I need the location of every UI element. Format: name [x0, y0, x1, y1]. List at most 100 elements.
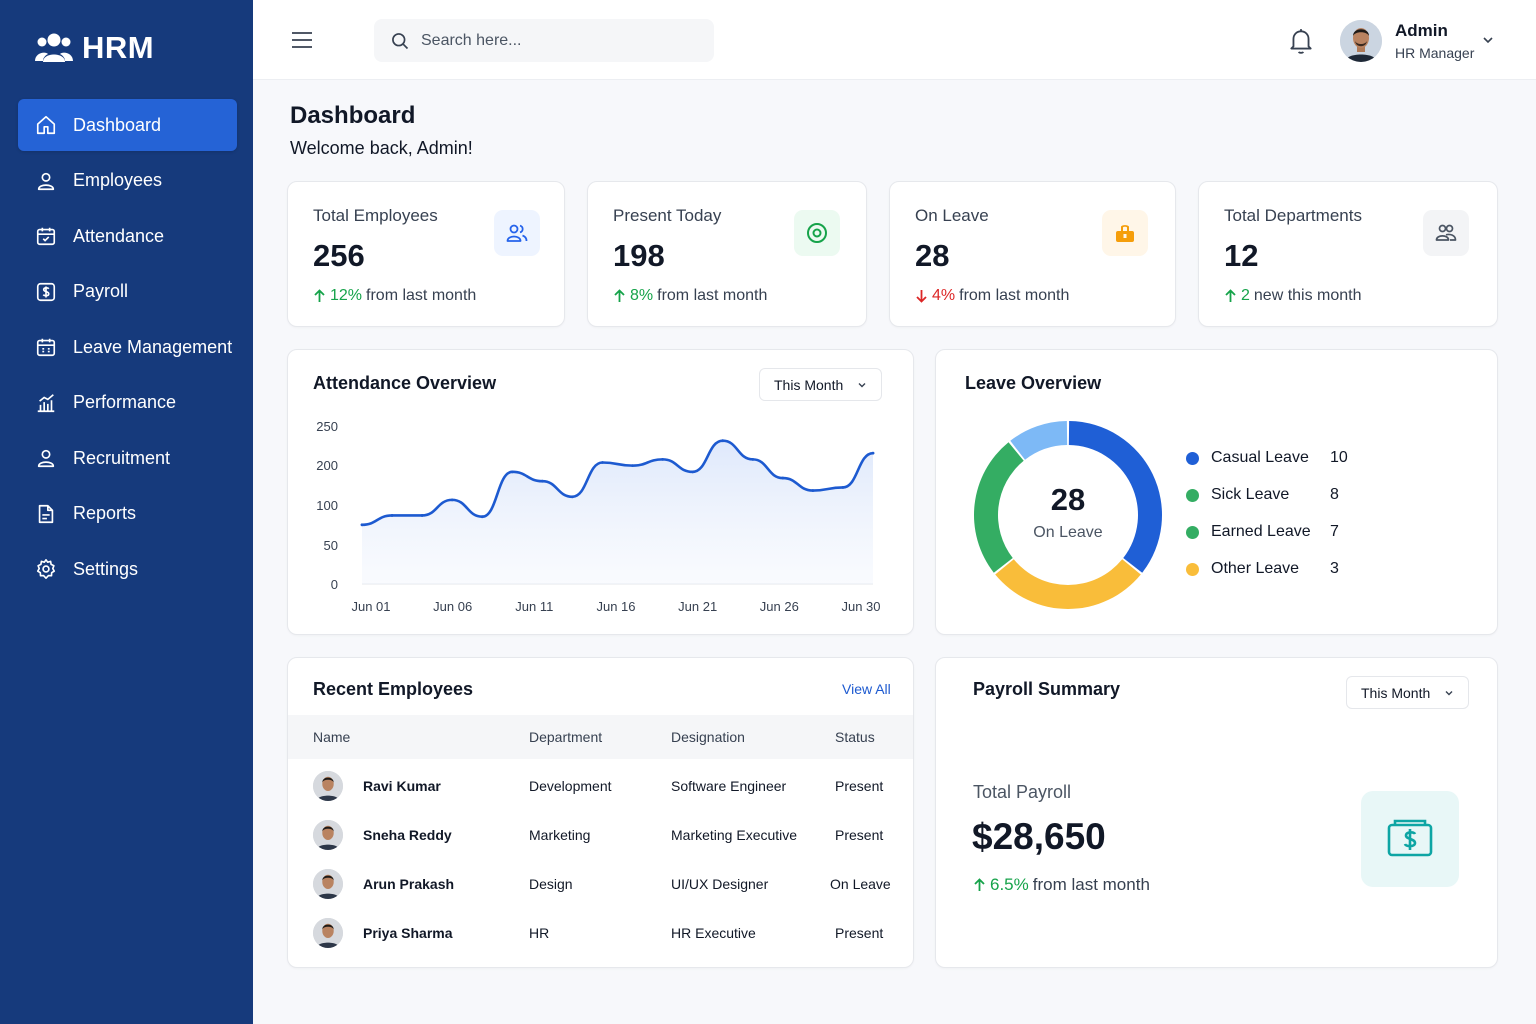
data-point [871, 451, 875, 455]
donut-slice-sick-leave[interactable] [995, 559, 1141, 609]
stat-label: Total Departments [1224, 206, 1362, 225]
column-header-designation[interactable]: Designation [671, 729, 745, 745]
x-tick-label: Jun 01 [351, 599, 390, 614]
search-box [374, 19, 714, 62]
users-icon [506, 224, 528, 242]
data-point [781, 476, 785, 480]
legend-item-earned-leave[interactable]: Earned Leave 7 [1186, 523, 1350, 541]
user-name: Admin [1395, 21, 1448, 40]
legend-item-other-leave[interactable]: Other Leave 3 [1186, 560, 1350, 578]
chevron-down-icon [1445, 690, 1453, 695]
page-title: Dashboard [290, 102, 416, 129]
sidebar-item-leave-management[interactable]: Leave Management [18, 321, 237, 373]
user-avatar-icon [313, 771, 343, 801]
data-point [631, 464, 634, 468]
table-row[interactable]: Ravi Kumar Development Software Engineer… [288, 761, 913, 810]
view-all-link[interactable]: View All [842, 681, 891, 697]
table-row[interactable]: Sneha Reddy Marketing Marketing Executiv… [288, 810, 913, 859]
app-logo[interactable]: HRM [34, 30, 154, 66]
bell-icon[interactable] [1288, 27, 1314, 55]
x-tick-label: Jun 11 [515, 599, 553, 614]
sidebar-item-label: Leave Management [73, 336, 233, 357]
legend-label: Other Leave [1211, 560, 1300, 577]
sidebar-item-recruitment[interactable]: Recruitment [18, 432, 237, 484]
payroll-value: $28,650 [972, 816, 1106, 857]
payroll-period-select[interactable]: This Month [1346, 676, 1470, 709]
legend-dot [1186, 451, 1199, 465]
legend-value: 7 [1330, 523, 1339, 540]
x-tick-label: Jun 16 [596, 599, 635, 614]
card-title: Payroll Summary [973, 679, 1121, 699]
stat-change: 2 new this month [1224, 287, 1362, 305]
avatar [313, 869, 343, 899]
x-tick-label: Jun 30 [841, 599, 880, 614]
sidebar-item-settings[interactable]: Settings [18, 543, 237, 595]
bar-chart-icon [37, 393, 55, 412]
user-avatar-icon [313, 820, 343, 850]
change-suffix: from last month [959, 287, 1070, 304]
x-tick-label: Jun 26 [760, 599, 799, 614]
stat-label: Present Today [613, 206, 722, 225]
sidebar-item-performance[interactable]: Performance [18, 377, 237, 429]
sidebar-item-reports[interactable]: Reports [18, 488, 237, 540]
user-role: HR Manager [1395, 45, 1475, 61]
donut-slice-casual-leave[interactable] [1068, 421, 1162, 573]
hamburger-menu-icon[interactable] [290, 28, 314, 52]
search-input[interactable] [421, 31, 681, 50]
data-point [691, 470, 695, 474]
employee-name: Priya Sharma [363, 925, 453, 941]
change-suffix: from last month [366, 287, 477, 304]
avatar [313, 820, 343, 850]
card-title: Attendance Overview [313, 373, 497, 393]
attendance-line-chart: 250 200 100 50 0 Jun 01 Jun 06 Jun 11 Jun 16 Jun … [316, 419, 880, 614]
employee-department: Design [529, 876, 573, 892]
legend-dot [1186, 488, 1199, 502]
legend-item-sick-leave[interactable]: Sick Leave 8 [1186, 486, 1350, 504]
attendance-overview-card: Attendance Overview This Month 250 200 100… [287, 349, 914, 635]
employee-designation: Marketing Executive [671, 827, 798, 843]
sidebar-item-attendance[interactable]: Attendance [18, 210, 237, 262]
donut-center-label: On Leave [1033, 524, 1103, 541]
table-row[interactable]: Arun Prakash Design UI/UX Designer On Le… [288, 859, 913, 908]
change-suffix: from last month [657, 287, 768, 304]
search-icon [392, 32, 409, 49]
table-row[interactable]: Priya Sharma HR HR Executive Present [288, 908, 913, 957]
column-header-status[interactable]: Status [835, 729, 875, 745]
donut-center-value: 28 [1050, 482, 1086, 517]
stat-icon-box [794, 210, 840, 256]
avatar[interactable] [1340, 20, 1382, 62]
data-point [841, 486, 845, 489]
change-percent: 8% [630, 287, 654, 304]
donut-slice-earned-leave[interactable] [974, 442, 1024, 573]
chevron-down-icon[interactable] [1481, 33, 1495, 47]
chevron-down-icon [858, 382, 866, 387]
dropdown-value: This Month [1361, 684, 1431, 701]
column-header-name[interactable]: Name [313, 729, 351, 745]
data-point [751, 457, 755, 461]
sidebar-item-payroll[interactable]: Payroll [18, 266, 237, 318]
column-header-department[interactable]: Department [529, 729, 603, 745]
data-point [510, 470, 514, 474]
sidebar: HRM Dashboard Employees Attendance Payro… [0, 0, 253, 1024]
change-percent: 4% [932, 287, 956, 304]
y-tick-label: 100 [316, 498, 338, 513]
sidebar-item-label: Performance [73, 392, 177, 412]
employee-name: Ravi Kumar [363, 778, 441, 794]
document-icon [38, 504, 54, 523]
sidebar-item-dashboard[interactable]: Dashboard [18, 99, 237, 151]
sidebar-item-employees[interactable]: Employees [18, 155, 237, 207]
app-name: HRM [82, 30, 155, 65]
target-icon [807, 223, 827, 243]
legend-value: 3 [1330, 560, 1339, 577]
legend-label: Earned Leave [1211, 523, 1311, 540]
data-point [420, 514, 424, 517]
y-tick-label: 0 [331, 577, 338, 592]
calendar-check-icon [36, 227, 56, 246]
legend-item-casual-leave[interactable]: Casual Leave 10 [1186, 449, 1350, 467]
stat-icon-box [494, 210, 540, 256]
avatar [313, 771, 343, 801]
status-badge: Present [835, 778, 884, 794]
data-point [661, 457, 664, 461]
donut-slice-other-leave[interactable] [1010, 421, 1068, 460]
attendance-period-select[interactable]: This Month [759, 368, 883, 401]
